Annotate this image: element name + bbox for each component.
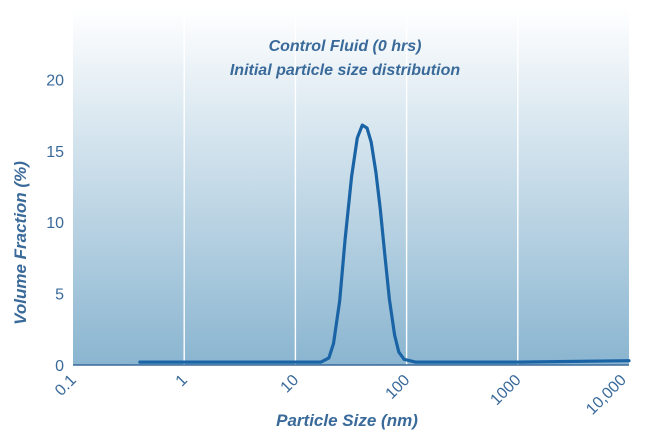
- y-tick-label: 5: [55, 287, 64, 304]
- y-tick-label: 0: [55, 358, 64, 375]
- y-axis-ticks: 0 5 10 15 20: [46, 72, 64, 375]
- x-tick-label: 10: [278, 372, 303, 397]
- x-tick-label: 0.1: [52, 372, 80, 400]
- y-tick-label: 15: [46, 144, 64, 161]
- x-axis-label: Particle Size (nm): [276, 411, 418, 430]
- chart-title: Control Fluid (0 hrs): [269, 38, 422, 55]
- y-tick-label: 20: [46, 72, 64, 89]
- x-tick-label: 1000: [487, 372, 524, 409]
- x-tick-label: 10,000: [583, 372, 630, 419]
- grid-lines: [183, 8, 519, 365]
- x-tick-label: 1: [173, 372, 191, 390]
- x-tick-label: 100: [383, 372, 414, 403]
- y-axis-label: Volume Fraction (%): [11, 161, 30, 325]
- y-tick-label: 10: [46, 215, 64, 232]
- series-line-1: [138, 123, 631, 364]
- chart-subtitle: Initial particle size distribution: [230, 62, 460, 79]
- series-layer: [138, 123, 631, 364]
